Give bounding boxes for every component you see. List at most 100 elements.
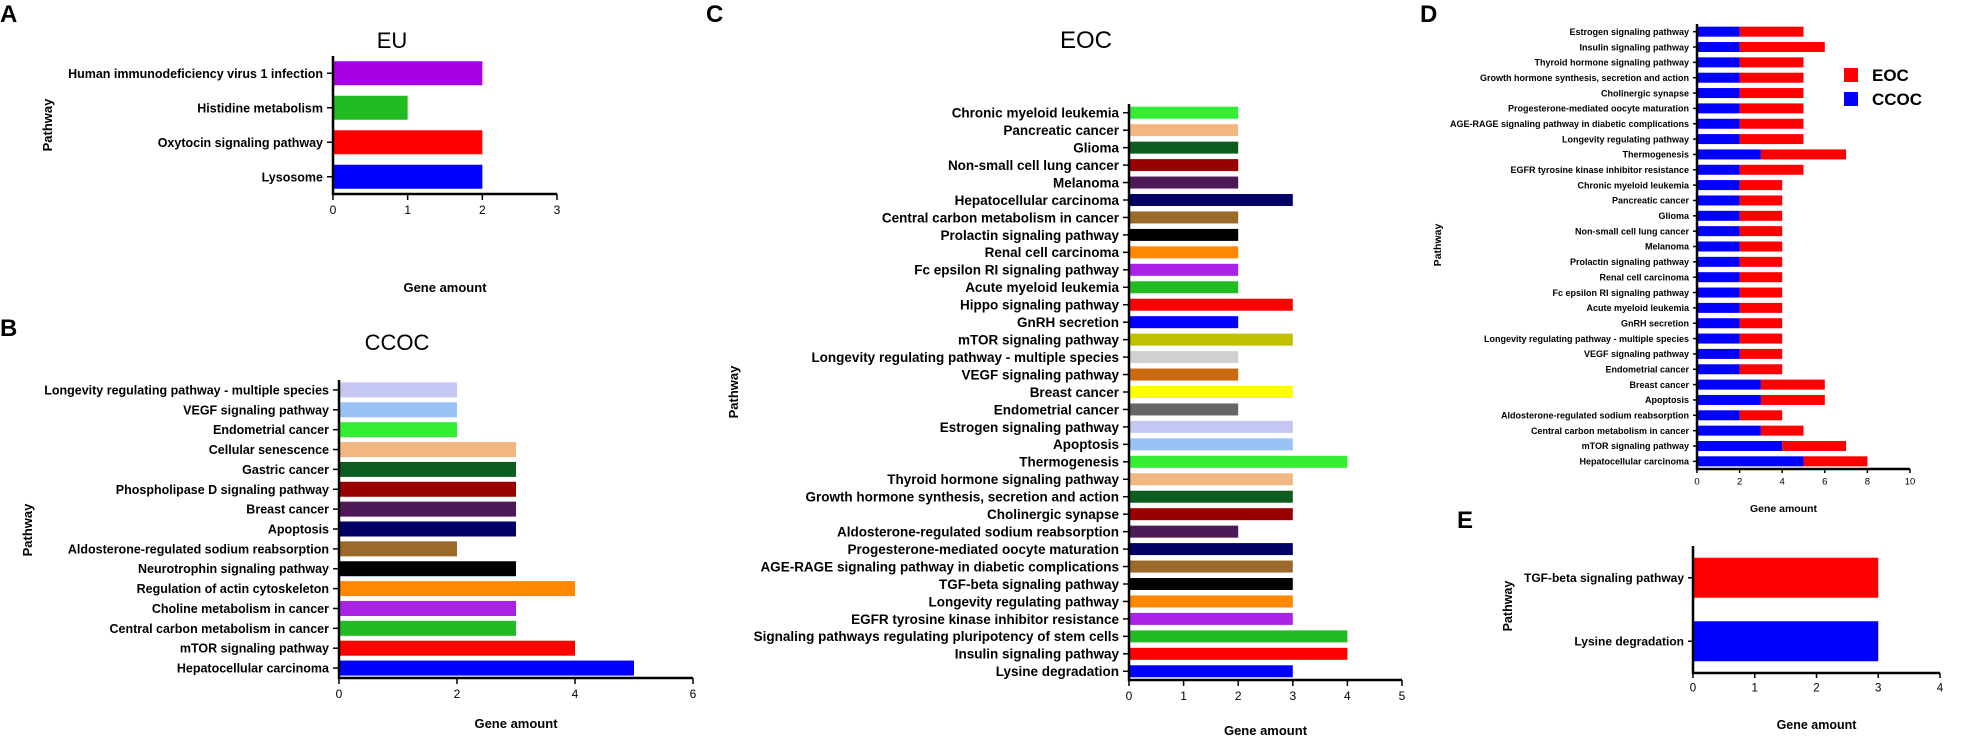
bar [339,521,516,537]
chart-title: EOC [1060,27,1112,54]
bar [339,442,516,458]
x-tick-label: 2 [1813,683,1819,695]
bar-ccoc [1697,364,1740,375]
y-tick-label: Renal cell carcinoma [985,245,1120,260]
bar-eoc [1760,379,1825,390]
y-tick-label: Renal cell carcinoma [1599,272,1690,282]
bar-eoc [1739,302,1783,313]
bar-eoc [1739,226,1783,237]
panel-letter-e: E [1457,507,1473,534]
x-axis-label: Gene amount [403,280,487,295]
y-tick-label: TGF-beta signaling pathway [939,577,1120,592]
y-tick-label: AGE-RAGE signaling pathway in diabetic c… [760,559,1119,574]
bar-eoc [1739,118,1804,129]
panel-letter-b: B [0,315,17,342]
y-tick-label: Endometrial cancer [994,402,1120,417]
y-tick-label: Regulation of actin cytoskeleton [137,582,329,596]
y-tick-label: Cholinergic synapse [987,507,1120,522]
y-tick-label: Phospholipase D signaling pathway [116,483,329,497]
y-axis-label: Pathway [20,503,35,557]
x-tick-label: 1 [1752,683,1758,695]
bar-ccoc [1697,410,1740,421]
bar [333,164,483,189]
bar-eoc [1739,88,1804,99]
panel-a-chart: EU Human immunodeficiency virus 1 infecti… [40,28,561,295]
x-tick-label: 1 [1180,689,1187,703]
bar [339,402,457,418]
bar [1129,665,1293,678]
x-axis-label: Gene amount [1224,723,1308,738]
bar [1129,159,1239,172]
legend-swatch-ccoc [1844,92,1858,106]
y-tick-label: Pancreatic cancer [1612,196,1690,206]
bar-eoc [1739,410,1783,421]
x-axis-label: Gene amount [474,716,558,731]
bar-eoc [1739,272,1783,283]
bar [1129,106,1239,119]
bar [1129,578,1293,590]
bar [333,130,483,155]
y-tick-label: mTOR signaling pathway [1582,441,1689,451]
bar [1129,420,1293,433]
y-tick-label: GnRH secretion [1017,315,1119,330]
y-tick-label: Central carbon metabolism in cancer [1531,426,1690,436]
bar-ccoc [1697,134,1740,145]
bar [1129,490,1293,503]
chart-title: EU [377,28,408,53]
y-tick-label: Aldosterone-regulated sodium reabsorptio… [837,524,1119,539]
y-tick-label: Lysine degradation [996,664,1119,679]
x-tick-label: 1 [404,203,411,217]
bar-ccoc [1697,103,1740,114]
y-tick-label: Aldosterone-regulated sodium reabsorptio… [1501,411,1689,421]
bar-ccoc [1697,440,1783,451]
bar-eoc [1739,72,1804,83]
y-tick-label: Breast cancer [246,503,329,517]
y-tick-label: Estrogen signaling pathway [940,420,1120,435]
y-tick-label: Progesterone-mediated oocyte maturation [847,542,1119,557]
bar-eoc [1739,348,1783,359]
y-tick-label: Fc epsilon RI signaling pathway [1552,288,1689,298]
y-tick-label: Prolactin signaling pathway [1570,257,1689,267]
y-tick-label: Apoptosis [268,523,329,537]
bar-ccoc [1697,333,1740,344]
y-tick-label: Melanoma [1645,242,1690,252]
y-tick-label: Hepatocellular carcinoma [1579,457,1690,467]
bar [1129,141,1239,154]
bar-eoc [1739,210,1783,221]
bar-ccoc [1697,57,1740,68]
y-tick-label: Lysine degradation [1574,635,1684,649]
y-tick-label: Thyroid hormone signaling pathway [887,472,1119,487]
y-axis-label: Pathway [40,98,55,152]
bar-ccoc [1697,210,1740,221]
y-tick-label: Thermogenesis [1019,455,1119,470]
y-tick-label: Cellular senescence [209,443,329,457]
bar-eoc [1739,103,1804,114]
y-tick-label: VEGF signaling pathway [961,367,1119,382]
bar-ccoc [1697,72,1740,83]
bar-eoc [1739,195,1783,206]
bar [1693,557,1879,598]
bar [1129,543,1293,556]
bar-ccoc [1697,164,1740,175]
y-tick-label: Signaling pathways regulating pluripoten… [754,629,1119,644]
y-tick-label: Estrogen signaling pathway [1569,27,1689,37]
bar [1129,298,1293,311]
bar [339,501,516,517]
bar [339,660,634,676]
y-tick-label: Progesterone-mediated oocyte maturation [1508,104,1689,114]
bar-ccoc [1697,149,1761,160]
bar-ccoc [1697,195,1740,206]
y-tick-label: Thyroid hormone signaling pathway [1534,58,1689,68]
bar [339,640,575,656]
y-tick-label: Hepatocellular carcinoma [955,193,1120,208]
bar [1129,263,1239,276]
y-tick-label: Endometrial cancer [1605,364,1689,374]
y-tick-label: Chronic myeloid leukemia [1577,180,1690,190]
x-tick-label: 10 [1905,477,1916,488]
bar-ccoc [1697,318,1740,329]
bar [1129,595,1293,608]
bar [1129,368,1239,381]
y-tick-label: Gastric cancer [242,463,329,477]
bar [1129,438,1293,451]
y-tick-label: Glioma [1658,211,1690,221]
